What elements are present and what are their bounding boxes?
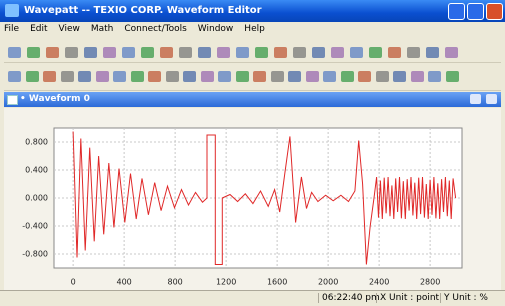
app-icon bbox=[5, 4, 19, 17]
menu-item[interactable]: Math bbox=[91, 24, 114, 34]
y-tick-label: 0.800 bbox=[25, 138, 48, 147]
x-tick-label: 0 bbox=[71, 278, 76, 287]
close-button[interactable] bbox=[486, 94, 497, 104]
toolbar-icon[interactable] bbox=[341, 71, 354, 82]
menu-item[interactable]: Window bbox=[198, 24, 234, 34]
toolbar-icon[interactable] bbox=[293, 47, 306, 58]
toolbar-icon[interactable] bbox=[253, 71, 266, 82]
document-title-bar: • Waveform 0 bbox=[4, 92, 501, 107]
toolbar-icon[interactable] bbox=[61, 71, 74, 82]
menu-bar: File Edit View Math Connect/Tools Window Help bbox=[4, 24, 501, 40]
status-x-unit: X Unit : point bbox=[376, 293, 439, 303]
toolbar-icon[interactable] bbox=[446, 71, 459, 82]
menu-item[interactable]: File bbox=[4, 24, 19, 34]
toolbar-icon[interactable] bbox=[445, 47, 458, 58]
toolbar-icon[interactable] bbox=[8, 71, 21, 82]
toolbar-icon[interactable] bbox=[312, 47, 325, 58]
toolbar-icon[interactable] bbox=[388, 47, 401, 58]
toolbar-icon[interactable] bbox=[393, 71, 406, 82]
menu-item[interactable]: Connect/Tools bbox=[124, 24, 186, 34]
toolbar-icon[interactable] bbox=[183, 71, 196, 82]
x-tick-label: 1200 bbox=[216, 278, 236, 287]
chart: 0.800 0.400 0.000 -0.400 -0.800 0 400 800 1200 16… bbox=[4, 108, 501, 290]
restore-button[interactable] bbox=[470, 94, 481, 104]
y-tick-label: 0.000 bbox=[25, 194, 48, 203]
toolbar-icon[interactable] bbox=[306, 71, 319, 82]
window-title: Wavepatt -- TEXIO CORP. Waveform Editor bbox=[24, 5, 262, 16]
status-time: 06:22:40 pm bbox=[318, 293, 380, 303]
toolbar-icon[interactable] bbox=[27, 47, 40, 58]
toolbar-icon[interactable] bbox=[46, 47, 59, 58]
menu-item[interactable]: View bbox=[59, 24, 80, 34]
app-window: Wavepatt -- TEXIO CORP. Waveform Editor … bbox=[0, 0, 505, 306]
toolbar-icon[interactable] bbox=[26, 71, 39, 82]
x-tick-label: 400 bbox=[116, 278, 131, 287]
toolbar-icon[interactable] bbox=[96, 71, 109, 82]
toolbar-icon[interactable] bbox=[43, 71, 56, 82]
toolbar-icon[interactable] bbox=[350, 47, 363, 58]
y-tick-label: -0.800 bbox=[22, 250, 48, 259]
toolbar-icon[interactable] bbox=[122, 47, 135, 58]
minimize-button[interactable] bbox=[448, 3, 465, 20]
toolbar-icon[interactable] bbox=[411, 71, 424, 82]
document-icon bbox=[7, 95, 18, 105]
toolbar-icon[interactable] bbox=[131, 71, 144, 82]
toolbar-icon[interactable] bbox=[113, 71, 126, 82]
toolbar-icon[interactable] bbox=[201, 71, 214, 82]
toolbar-icon[interactable] bbox=[103, 47, 116, 58]
toolbar bbox=[4, 42, 501, 63]
toolbar-icon[interactable] bbox=[428, 71, 441, 82]
toolbar-icon[interactable] bbox=[323, 71, 336, 82]
toolbar-icon[interactable] bbox=[160, 47, 173, 58]
toolbar-icon[interactable] bbox=[376, 71, 389, 82]
toolbar-icon[interactable] bbox=[236, 47, 249, 58]
toolbar-icon[interactable] bbox=[65, 47, 78, 58]
y-tick-label: -0.400 bbox=[22, 222, 48, 231]
toolbar-icon[interactable] bbox=[358, 71, 371, 82]
toolbar-icon[interactable] bbox=[141, 47, 154, 58]
maximize-button[interactable] bbox=[467, 3, 484, 20]
toolbar-icon[interactable] bbox=[236, 71, 249, 82]
menu-item[interactable]: Help bbox=[244, 24, 265, 34]
toolbar-icon[interactable] bbox=[218, 71, 231, 82]
close-button[interactable] bbox=[486, 3, 503, 20]
title-bar: Wavepatt -- TEXIO CORP. Waveform Editor bbox=[0, 0, 505, 22]
toolbar-icon[interactable] bbox=[198, 47, 211, 58]
toolbar-icon[interactable] bbox=[8, 47, 21, 58]
menu-item[interactable]: Edit bbox=[30, 24, 47, 34]
toolbar-icon[interactable] bbox=[407, 47, 420, 58]
toolbar-icon[interactable] bbox=[179, 47, 192, 58]
toolbar-icon[interactable] bbox=[78, 71, 91, 82]
document-title: • Waveform 0 bbox=[20, 94, 90, 104]
toolbar-icon[interactable] bbox=[148, 71, 161, 82]
toolbar-icon[interactable] bbox=[288, 71, 301, 82]
toolbar-icon[interactable] bbox=[331, 47, 344, 58]
toolbar-icon[interactable] bbox=[166, 71, 179, 82]
status-bar: 06:22:40 pm X Unit : point Y Unit : % bbox=[0, 290, 505, 306]
x-tick-label: 2000 bbox=[318, 278, 338, 287]
toolbar bbox=[4, 63, 501, 91]
toolbar-icon[interactable] bbox=[426, 47, 439, 58]
toolbar-icon[interactable] bbox=[274, 47, 287, 58]
y-tick-label: 0.400 bbox=[25, 166, 48, 175]
toolbar-icon[interactable] bbox=[84, 47, 97, 58]
toolbar-icon[interactable] bbox=[271, 71, 284, 82]
toolbar-icon[interactable] bbox=[255, 47, 268, 58]
x-tick-label: 2800 bbox=[420, 278, 440, 287]
status-y-unit: Y Unit : % bbox=[440, 293, 488, 303]
x-tick-label: 800 bbox=[167, 278, 182, 287]
toolbar-icon[interactable] bbox=[369, 47, 382, 58]
toolbar-icon[interactable] bbox=[217, 47, 230, 58]
x-tick-label: 2400 bbox=[369, 278, 389, 287]
x-tick-label: 1600 bbox=[267, 278, 287, 287]
